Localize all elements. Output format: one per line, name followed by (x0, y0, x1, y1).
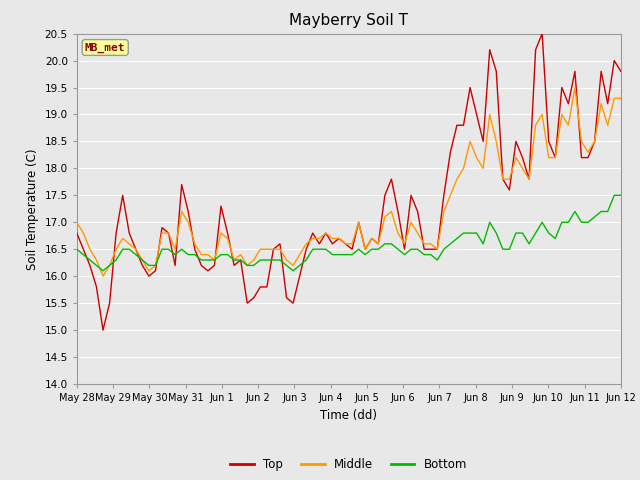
Y-axis label: Soil Temperature (C): Soil Temperature (C) (26, 148, 39, 270)
X-axis label: Time (dd): Time (dd) (320, 408, 378, 421)
Legend: Top, Middle, Bottom: Top, Middle, Bottom (225, 453, 472, 475)
Text: MB_met: MB_met (85, 42, 125, 53)
Title: Mayberry Soil T: Mayberry Soil T (289, 13, 408, 28)
